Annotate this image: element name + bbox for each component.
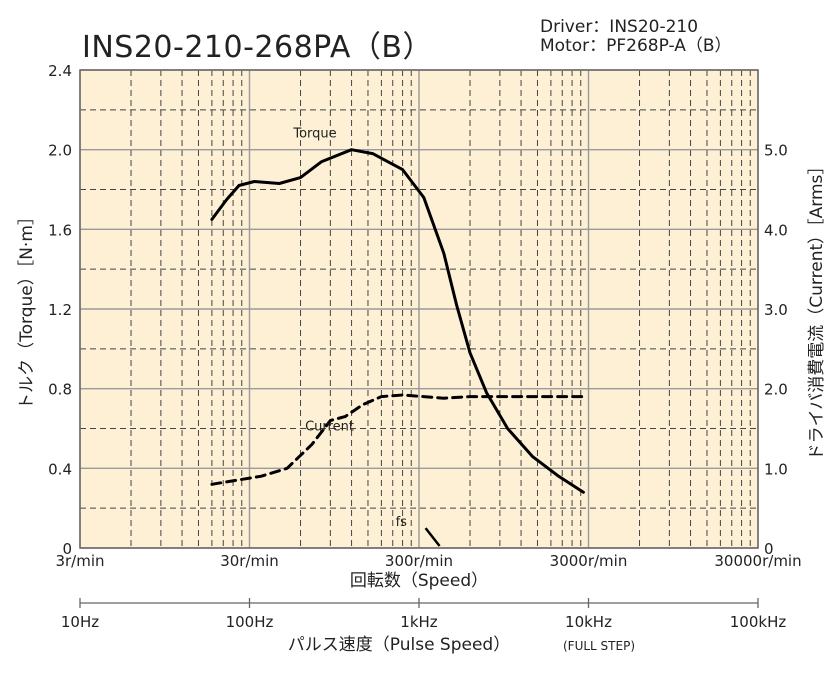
series-current-label: Current bbox=[305, 419, 354, 434]
minor-grid bbox=[80, 70, 758, 548]
chart-subtitle: Driver：INS20-210 Motor：PF268P-A（B） bbox=[540, 18, 732, 56]
pulse-axis-title-suffix: (FULL STEP) bbox=[563, 639, 635, 653]
y-tick-label: 1.2 bbox=[48, 301, 72, 319]
pulse-axis-tick-label: 10Hz bbox=[61, 613, 99, 631]
fs-marker bbox=[424, 527, 441, 547]
pulse-speed-axis: 10Hz 100Hz 1kHz 10kHz 100kHz bbox=[61, 598, 786, 631]
plot-frame bbox=[79, 69, 759, 549]
y2-tick-label: 4.0 bbox=[764, 221, 788, 239]
x-tick-label: 30000r/min bbox=[714, 552, 801, 570]
y2-axis-title: ドライバ消費電流（Current）［Arms］ bbox=[807, 158, 827, 461]
x-axis-title: 回転数（Speed） bbox=[350, 571, 488, 591]
series-torque-label: Torque bbox=[292, 127, 336, 142]
y2-tick-label: 1.0 bbox=[764, 460, 788, 478]
y-tick-label: 0 bbox=[62, 540, 72, 558]
y2-tick-label: 3.0 bbox=[764, 301, 788, 319]
pulse-axis-tick-label: 10kHz bbox=[565, 613, 612, 631]
annotations: fs bbox=[396, 515, 441, 547]
x-tick-label: 3r/min bbox=[55, 552, 104, 570]
chart-title: INS20-210-268PA（B） bbox=[82, 30, 433, 65]
y-tick-label: 2.0 bbox=[48, 142, 72, 160]
y-tick-label: 0.8 bbox=[48, 381, 72, 399]
series-torque-line bbox=[210, 148, 585, 494]
tick-labels: 0 0.4 0.8 1.2 1.6 2.0 2.4 0 1.0 2.0 3.0 4.0 5.0 3r/mi… bbox=[48, 62, 801, 570]
y-tick-label: 1.6 bbox=[48, 221, 72, 239]
pulse-axis-title: パルス速度（Pulse Speed） bbox=[288, 635, 510, 655]
fs-label: fs bbox=[396, 515, 408, 530]
y2-tick-label: 0 bbox=[764, 540, 774, 558]
axis-labels: 回転数（Speed） パルス速度（Pulse Speed） (FULL STEP) ト… bbox=[17, 158, 827, 655]
pulse-axis-tick-label: 1kHz bbox=[400, 613, 438, 631]
y2-tick-label: 2.0 bbox=[764, 381, 788, 399]
series-current-line bbox=[210, 393, 585, 486]
major-grid bbox=[79, 69, 759, 549]
x-tick-label: 30r/min bbox=[220, 552, 279, 570]
curves: Torque Current bbox=[210, 127, 585, 494]
y-axis-title: トルク（Torque）［N·m］ bbox=[17, 208, 37, 410]
motor-label: Motor：PF268P-A（B） bbox=[540, 36, 732, 56]
y2-tick-label: 5.0 bbox=[764, 142, 788, 160]
x-tick-label: 300r/min bbox=[385, 552, 453, 570]
y-tick-label: 0.4 bbox=[48, 460, 72, 478]
x-tick-label: 3000r/min bbox=[550, 552, 628, 570]
pulse-axis-tick-label: 100Hz bbox=[226, 613, 274, 631]
driver-label: Driver：INS20-210 bbox=[540, 17, 699, 37]
pulse-axis-tick-label: 100kHz bbox=[730, 613, 787, 631]
y-tick-label: 2.4 bbox=[48, 62, 72, 80]
